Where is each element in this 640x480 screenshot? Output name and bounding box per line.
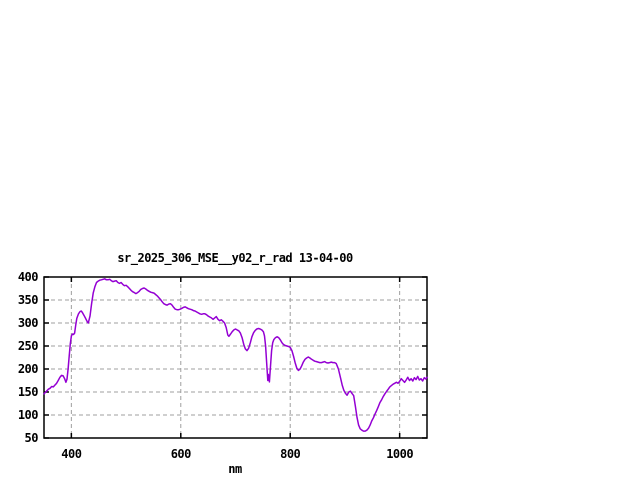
y-tick-label: 300 bbox=[17, 316, 39, 330]
chart-title: sr_2025_306_MSE__y02_r_rad 13-04-00 bbox=[117, 251, 353, 265]
y-tick-label: 100 bbox=[17, 408, 39, 422]
y-tick-label: 250 bbox=[17, 339, 39, 353]
y-tick-label: 400 bbox=[17, 270, 39, 284]
x-axis-label: nm bbox=[228, 462, 242, 476]
plot-border bbox=[43, 276, 428, 439]
y-tick-label: 350 bbox=[17, 293, 39, 307]
x-tick-label: 600 bbox=[170, 447, 192, 461]
y-tick-label: 150 bbox=[17, 385, 39, 399]
y-tick-label: 50 bbox=[24, 431, 39, 445]
x-tick-label: 400 bbox=[61, 447, 82, 461]
x-tick-label: 1000 bbox=[386, 447, 414, 461]
spectrum-line bbox=[43, 278, 428, 432]
y-tick-label: 200 bbox=[17, 362, 39, 376]
x-tick-label: 800 bbox=[280, 447, 301, 461]
